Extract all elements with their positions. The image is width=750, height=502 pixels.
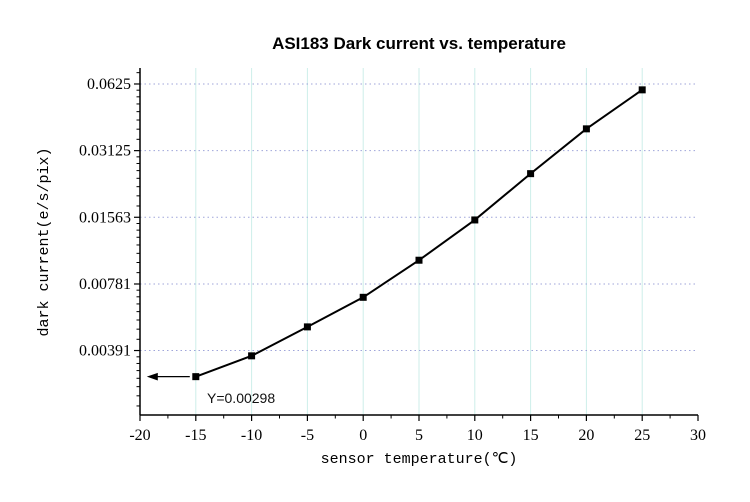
x-tick-label: 30: [690, 427, 706, 444]
x-tick-label: -15: [185, 427, 206, 444]
data-point-marker: [471, 216, 479, 224]
data-point-marker: [582, 125, 590, 133]
y-axis-label: dark current(e/s/pix): [36, 147, 53, 336]
data-point-marker: [359, 293, 367, 301]
y-tick-label: 0.0625: [87, 76, 131, 93]
annotation-arrowhead: [146, 372, 158, 381]
x-tick-label: 10: [467, 427, 483, 444]
x-tick-label: -5: [301, 427, 314, 444]
x-tick-label: 0: [359, 427, 367, 444]
x-tick-label: 15: [523, 427, 539, 444]
x-tick-label: 5: [415, 427, 423, 444]
data-point-marker: [248, 352, 256, 360]
plot-area: -20 -15 -10 -5 0 5 10 15 20 25 30 0.0625 0.03125 0.01…: [79, 68, 706, 444]
x-tick-label: 20: [578, 427, 594, 444]
x-tick-label: -20: [129, 427, 150, 444]
data-point-marker: [527, 170, 535, 178]
y-tick-label: 0.01563: [79, 209, 131, 226]
data-point-marker: [638, 86, 646, 94]
x-tick-label: -10: [241, 427, 262, 444]
x-tick-label: 25: [634, 427, 650, 444]
data-point-marker: [415, 256, 423, 264]
y-tick-label: 0.00391: [79, 343, 131, 360]
chart-title: ASI183 Dark current vs. temperature: [272, 34, 566, 53]
annotation-text: Y=0.00298: [207, 390, 275, 406]
y-tick-label: 0.03125: [79, 143, 131, 160]
data-point-marker: [192, 373, 200, 381]
y-tick-label: 0.00781: [79, 276, 131, 293]
data-point-marker: [303, 323, 311, 331]
x-axis-label: sensor temperature(℃): [321, 451, 518, 468]
